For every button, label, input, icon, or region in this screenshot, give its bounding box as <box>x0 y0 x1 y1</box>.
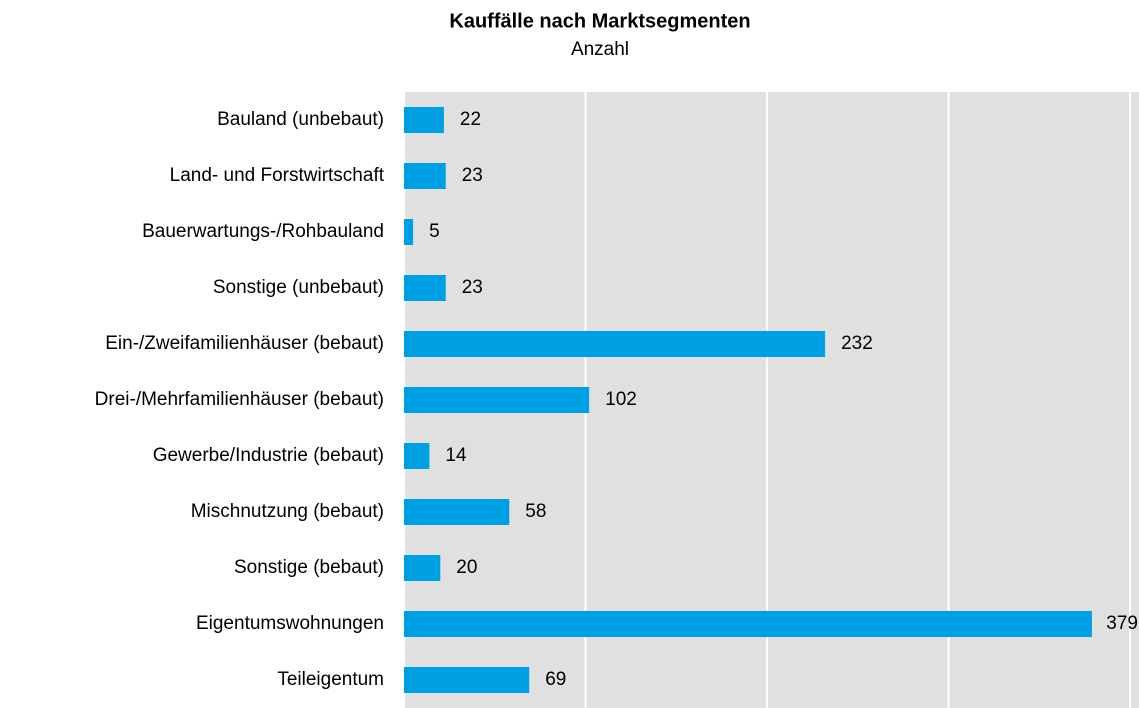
chart-subtitle: Anzahl <box>571 39 629 60</box>
value-label: 69 <box>545 669 566 690</box>
value-label: 5 <box>429 221 440 242</box>
value-label: 22 <box>460 109 481 130</box>
chart-title: Kauffälle nach Marktsegmenten <box>449 10 750 32</box>
value-label: 379 <box>1106 613 1138 634</box>
y-tick-label: Eigentumswohnungen <box>196 613 384 634</box>
value-label: 14 <box>445 445 467 466</box>
bar <box>404 443 430 469</box>
value-label: 58 <box>525 501 546 522</box>
y-tick-label: Teileigentum <box>277 669 384 690</box>
value-label: 20 <box>456 557 477 578</box>
y-tick-label: Drei-/Mehrfamilienhäuser (bebaut) <box>95 389 384 410</box>
bar <box>404 219 414 245</box>
bar <box>404 275 446 301</box>
y-tick-label: Sonstige (bebaut) <box>234 557 384 578</box>
y-tick-label: Bauerwartungs-/Rohbauland <box>142 221 384 242</box>
bar <box>404 331 826 357</box>
bar <box>404 499 510 525</box>
value-label: 102 <box>605 389 637 410</box>
y-tick-label: Bauland (unbebaut) <box>217 109 384 130</box>
bar <box>404 107 444 133</box>
y-tick-label: Sonstige (unbebaut) <box>213 277 384 298</box>
y-tick-label: Gewerbe/Industrie (bebaut) <box>153 445 384 466</box>
bar <box>404 387 590 413</box>
value-label: 232 <box>841 333 873 354</box>
value-label: 23 <box>462 165 483 186</box>
bar <box>404 611 1092 637</box>
value-label: 23 <box>462 277 483 298</box>
bar <box>404 667 530 693</box>
y-tick-label: Ein-/Zweifamilienhäuser (bebaut) <box>105 333 384 354</box>
bar <box>404 163 446 189</box>
y-tick-label: Mischnutzung (bebaut) <box>191 501 384 522</box>
y-tick-label: Land- und Forstwirtschaft <box>170 165 385 186</box>
bar <box>404 555 441 581</box>
